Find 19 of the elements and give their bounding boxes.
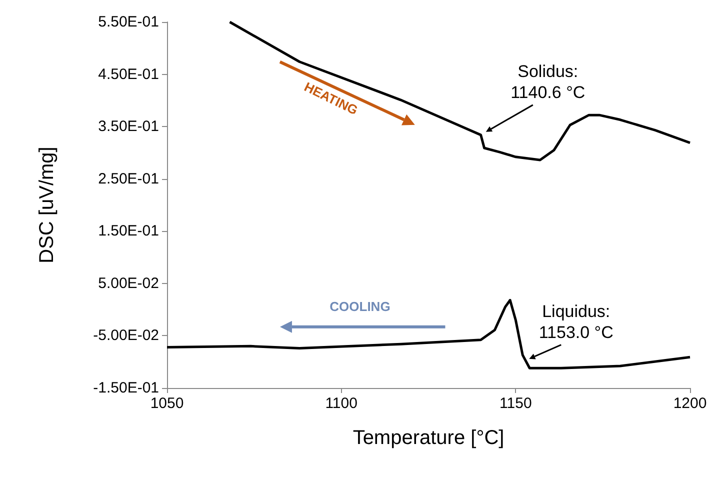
annotation: Solidus: 1140.6 °C: [510, 62, 586, 102]
y-axis-title: DSC [uV/mg]: [36, 146, 58, 264]
y-tick-label: -1.50E-01: [93, 380, 159, 396]
annotation: COOLING: [330, 299, 390, 314]
y-tick-label: 5.00E-02: [98, 274, 159, 292]
x-tick-label: 1050: [150, 395, 184, 412]
y-tick-label: 2.50E-01: [98, 170, 159, 188]
y-tick-label: 1.50E-01: [98, 222, 159, 240]
x-tick-label: 1150: [500, 395, 532, 412]
annotation: Liquidus: 1153.0 °C: [538, 302, 614, 342]
x-tick-label: 1100: [325, 395, 358, 412]
line-series: [166, 298, 692, 370]
x-tick-label: 1200: [673, 395, 707, 412]
y-tick-label: 3.50E-01: [98, 118, 159, 136]
y-tick-label: 4.50E-01: [98, 66, 159, 83]
y-tick-label: -5.00E-02: [93, 327, 159, 344]
x-axis-title: Temperature [°C]: [352, 427, 504, 449]
line-series: [228, 20, 692, 162]
y-tick-label: 5.50E-01: [98, 14, 159, 30]
